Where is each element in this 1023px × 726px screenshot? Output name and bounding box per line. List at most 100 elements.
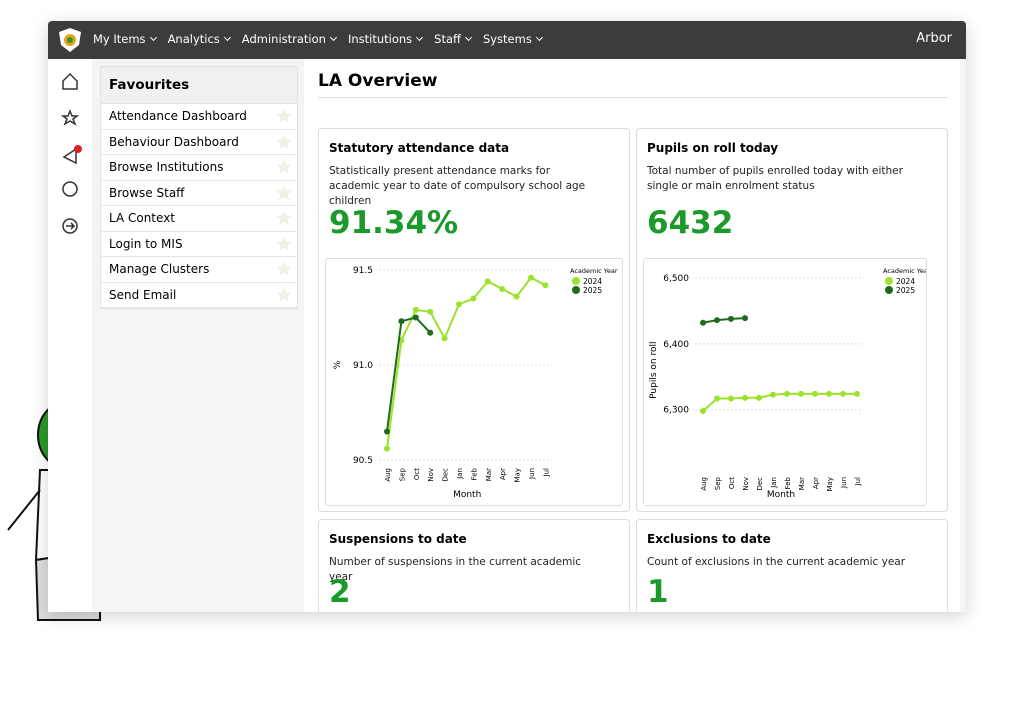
- point: [441, 335, 448, 342]
- point: [714, 317, 720, 324]
- x-axis-label: Month: [767, 490, 795, 500]
- x-tick-label: May: [826, 477, 834, 491]
- point: [756, 394, 762, 401]
- card-description: Total number of pupils enrolled today wi…: [647, 165, 903, 192]
- favourite-label: Attendance Dashboard: [109, 109, 247, 123]
- x-tick-label: Jan: [770, 477, 778, 489]
- brand[interactable]: Arbor: [916, 31, 952, 46]
- y-axis-label: Pupils on roll: [649, 342, 659, 399]
- favourites-panel: Favourites Attendance Dashboard Behaviour…: [100, 66, 298, 309]
- nav: My Items Analytics Administration Instituti…: [93, 32, 542, 46]
- card-description: Count of exclusions in the current acade…: [647, 556, 906, 568]
- favourite-item[interactable]: Send Email: [101, 283, 297, 308]
- point: [499, 286, 506, 292]
- y-axis-label: %: [333, 360, 343, 369]
- x-tick-label: Jun: [528, 468, 536, 480]
- favourite-item[interactable]: Browse Institutions: [101, 155, 297, 181]
- card: Suspensions to date Number of suspensions…: [318, 519, 630, 612]
- favourite-label: Behaviour Dashboard: [109, 134, 239, 149]
- point: [826, 390, 832, 397]
- x-tick-label: Sep: [398, 467, 406, 481]
- star-icon: [276, 133, 292, 149]
- legend-label: 2025: [583, 286, 602, 295]
- x-tick-label: Dec: [442, 468, 450, 482]
- favourite-item[interactable]: Behaviour Dashboard: [101, 130, 297, 155]
- nav-item[interactable]: Administration: [242, 32, 336, 46]
- favourite-item[interactable]: Browse Staff: [101, 181, 297, 206]
- point: [742, 315, 748, 322]
- point: [513, 293, 520, 300]
- x-tick-label: Jul: [542, 468, 550, 478]
- nav-item[interactable]: Institutions: [348, 32, 422, 46]
- star: [276, 184, 292, 200]
- point: [784, 390, 790, 397]
- series-line: [386, 276, 546, 449]
- point: [542, 282, 549, 289]
- favourite-item[interactable]: Attendance Dashboard: [101, 104, 297, 130]
- x-tick-label: Oct: [728, 477, 736, 489]
- legend-swatch: [572, 286, 580, 294]
- x-tick-label: Apr: [812, 477, 820, 489]
- x-tick-label: Feb: [470, 467, 478, 480]
- y-tick-label: 6,300: [663, 406, 689, 416]
- x-tick-label: Dec: [756, 477, 764, 491]
- main: LA Overview Statutory attendance data Sta…: [304, 59, 960, 612]
- y-tick-label: 91.5: [353, 266, 373, 276]
- card-description: Number of suspensions in the current aca…: [329, 556, 582, 583]
- x-tick-label: Mar: [798, 477, 806, 490]
- x-tick-label: Apr: [499, 468, 507, 480]
- nav-item[interactable]: Systems: [483, 32, 542, 46]
- legend-swatch: [572, 277, 580, 285]
- point: [398, 318, 405, 325]
- nav-item[interactable]: Staff: [434, 32, 471, 46]
- legend-label: 2025: [896, 286, 915, 295]
- favourite-label: Manage Clusters: [109, 262, 210, 276]
- star: [276, 159, 292, 174]
- app-window: My Items Analytics Administration Instituti…: [48, 21, 966, 612]
- favourites-title: Favourites: [101, 67, 297, 104]
- chart: 90.5 91.0 91.5% Month Aug Sep Oct Nov Dec Jan Feb M…: [325, 258, 623, 506]
- point: [770, 391, 776, 398]
- legend-label: 2024: [583, 277, 602, 286]
- legend-label: 2024: [896, 277, 915, 286]
- y-tick-label: 91.0: [353, 361, 373, 371]
- logo: [59, 28, 81, 52]
- nav-item[interactable]: My Items: [93, 32, 156, 46]
- legend-title: Academic Year: [883, 267, 927, 275]
- chart: 6,300 6,400 6,500 Pupils on roll Month Aug Sep…: [643, 258, 927, 506]
- card: Exclusions to date Count of exclusions in…: [636, 519, 948, 612]
- favourite-item[interactable]: Manage Clusters: [101, 257, 297, 283]
- y-tick-label: 6,500: [663, 274, 689, 284]
- x-tick-label: Oct: [413, 468, 421, 480]
- favourite-item[interactable]: LA Context: [101, 206, 297, 232]
- series-line: [702, 317, 746, 324]
- point: [528, 274, 534, 281]
- series-line: [386, 316, 431, 432]
- x-axis-label: Month: [453, 490, 481, 500]
- x-tick-label: Jul: [854, 477, 862, 487]
- card-title: Exclusions to date: [647, 532, 771, 546]
- x-tick-label: Aug: [700, 477, 708, 491]
- x-tick-label: Sep: [714, 476, 722, 490]
- point: [384, 445, 390, 452]
- star: [276, 108, 292, 123]
- point: [412, 306, 419, 313]
- card-title: Suspensions to date: [329, 532, 467, 546]
- point: [798, 390, 804, 397]
- card-value: 6432: [647, 205, 734, 241]
- legend-title: Academic Year: [570, 267, 618, 275]
- favourite-item[interactable]: Login to MIS: [101, 232, 297, 257]
- point: [728, 315, 734, 322]
- x-tick-label: Feb: [784, 476, 792, 489]
- star-icon: [276, 235, 292, 251]
- legend-swatch: [885, 286, 893, 294]
- nav-item[interactable]: Analytics: [168, 32, 230, 46]
- point: [714, 395, 720, 402]
- rail-icons: [60, 72, 82, 234]
- point: [854, 390, 860, 397]
- star: [276, 286, 292, 302]
- point: [484, 278, 491, 285]
- legend-swatch: [885, 277, 893, 285]
- x-tick-label: May: [514, 468, 522, 482]
